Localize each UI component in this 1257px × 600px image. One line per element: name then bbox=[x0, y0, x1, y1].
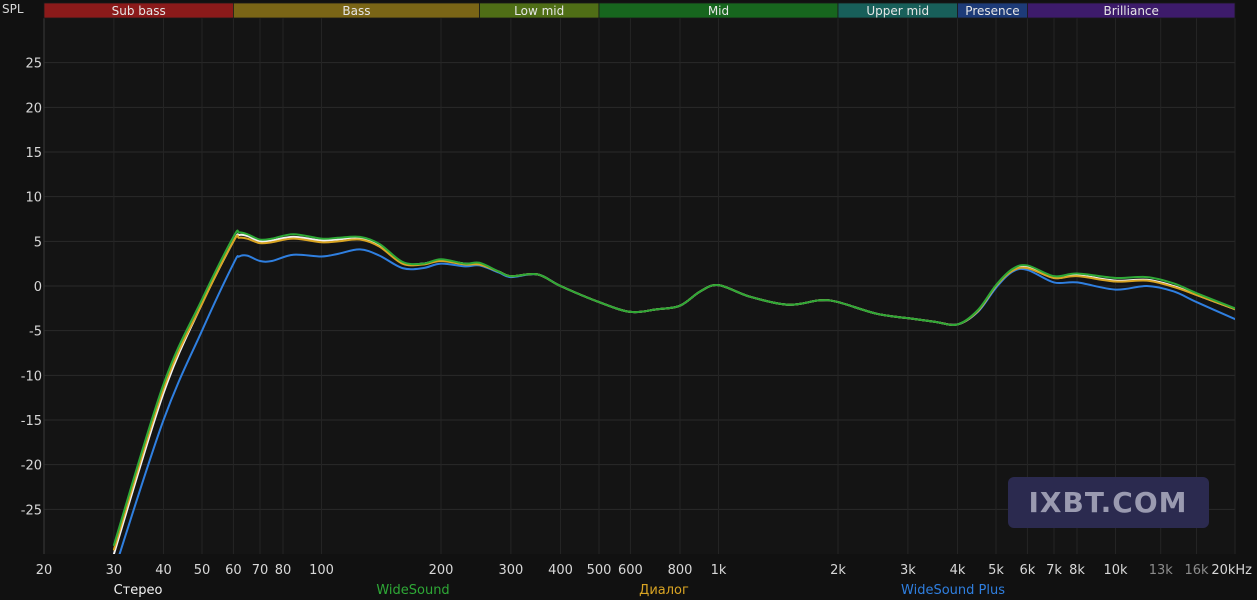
x-tick-label: 300 bbox=[498, 563, 523, 578]
x-tick-label: 6k bbox=[1020, 563, 1036, 578]
x-tick-label: 16k bbox=[1184, 563, 1209, 578]
x-tick-label: 10k bbox=[1103, 563, 1128, 578]
x-tick-label: 4k bbox=[950, 563, 966, 578]
legend: Стерео WideSound Диалог WideSound Plus bbox=[114, 583, 1006, 598]
x-tick-label: 8k bbox=[1069, 563, 1085, 578]
x-tick-label: 5k bbox=[988, 563, 1004, 578]
frequency-band-bar: Sub bass Bass Low mid Mid Upper mid Presence B… bbox=[43, 2, 1236, 19]
x-tick-label: 20kHz bbox=[1211, 563, 1252, 578]
x-tick-label: 30 bbox=[106, 563, 123, 578]
x-tick-label: 60 bbox=[225, 563, 242, 578]
watermark-background bbox=[1008, 477, 1209, 528]
y-tick-label: 25 bbox=[25, 57, 42, 72]
y-axis-unit-label: SPL bbox=[2, 2, 24, 16]
y-tick-label: 15 bbox=[25, 146, 42, 161]
grid bbox=[43, 18, 1236, 554]
series-lines bbox=[112, 229, 1235, 554]
y-tick-label: -15 bbox=[21, 414, 42, 429]
y-tick-label: -10 bbox=[21, 369, 42, 384]
legend-entry: Диалог bbox=[639, 583, 689, 598]
y-tick-label: 10 bbox=[25, 191, 42, 206]
band-label: Bass bbox=[342, 4, 370, 18]
band-label: Sub bass bbox=[112, 4, 166, 18]
band-segment bbox=[1027, 2, 1236, 19]
band-label: Upper mid bbox=[866, 4, 929, 18]
band-label: Presence bbox=[965, 4, 1019, 18]
x-tick-label: 3k bbox=[900, 563, 916, 578]
x-tick-label: 100 bbox=[309, 563, 334, 578]
x-tick-label: 500 bbox=[587, 563, 612, 578]
legend-entry: WideSound bbox=[376, 583, 449, 598]
y-tick-label: -5 bbox=[29, 325, 42, 340]
y-tick-label: -20 bbox=[21, 459, 42, 474]
x-tick-label: 13k bbox=[1149, 563, 1174, 578]
legend-entry: Стерео bbox=[114, 583, 163, 598]
y-tick-label: -25 bbox=[21, 503, 42, 518]
band-label: Brilliance bbox=[1103, 4, 1158, 18]
legend-entry: WideSound Plus bbox=[901, 583, 1005, 598]
x-tick-label: 40 bbox=[155, 563, 172, 578]
watermark: IXBT.COM bbox=[1008, 477, 1209, 528]
y-tick-label: 0 bbox=[34, 280, 42, 295]
watermark-text: IXBT.COM bbox=[1028, 486, 1187, 519]
x-tick-label: 200 bbox=[429, 563, 454, 578]
x-tick-label: 7k bbox=[1046, 563, 1062, 578]
x-tick-label: 1k bbox=[711, 563, 727, 578]
band-label: Low mid bbox=[514, 4, 564, 18]
x-axis-ticks: 20 30 40 50 60 70 80 100 200 300 400 500 600 800 1k 2k 3… bbox=[36, 563, 1252, 578]
x-tick-label: 600 bbox=[618, 563, 643, 578]
y-tick-label: 5 bbox=[34, 235, 42, 250]
x-tick-label: 50 bbox=[194, 563, 211, 578]
band-label: Mid bbox=[708, 4, 729, 18]
y-axis-ticks: 25 20 15 10 5 0 -5 -10 -15 -20 -25 bbox=[21, 57, 42, 519]
x-tick-label: 800 bbox=[668, 563, 693, 578]
series-line-2 bbox=[112, 229, 1235, 547]
x-tick-label: 400 bbox=[548, 563, 573, 578]
x-tick-label: 70 bbox=[252, 563, 269, 578]
y-tick-label: 20 bbox=[25, 101, 42, 116]
x-tick-label: 2k bbox=[830, 563, 846, 578]
x-tick-label: 20 bbox=[36, 563, 53, 578]
x-tick-label: 80 bbox=[275, 563, 292, 578]
